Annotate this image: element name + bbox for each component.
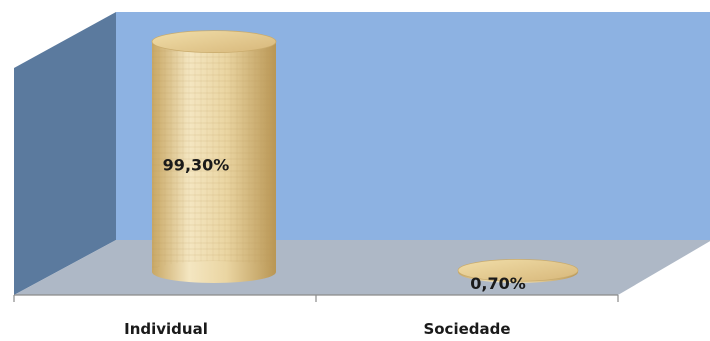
category-label-sociedade: Sociedade [423, 320, 510, 338]
bar-individual [151, 30, 277, 283]
bar-sociedade [457, 258, 579, 283]
floor [14, 240, 710, 295]
category-label-individual: Individual [124, 320, 208, 338]
side-wall [14, 12, 116, 295]
data-label-sociedade: 0,70% [470, 274, 526, 293]
data-label-individual: 99,30% [163, 156, 230, 175]
